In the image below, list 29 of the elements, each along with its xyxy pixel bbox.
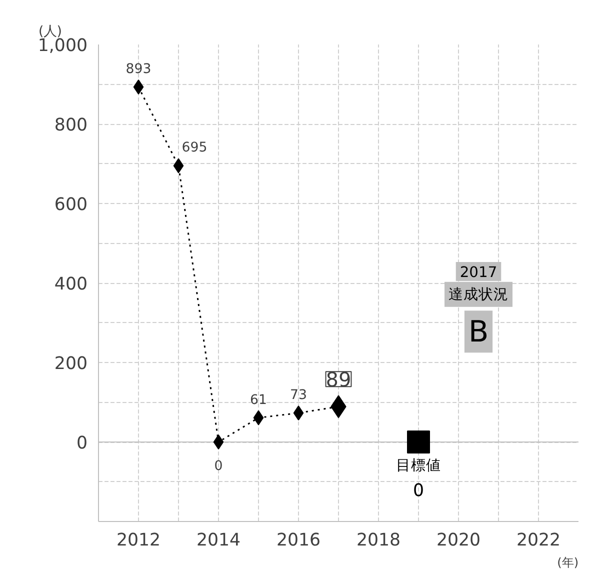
- data-label: 0: [412, 481, 424, 501]
- x-axis-title: (年): [557, 556, 579, 570]
- annotation: 達成状況: [448, 286, 508, 303]
- annotation: 2017: [460, 264, 498, 282]
- x-tick-label: 2018: [356, 530, 401, 550]
- point: [133, 80, 144, 95]
- x-tick-label: 2020: [436, 530, 481, 550]
- data-label: 61: [250, 392, 267, 408]
- x-tick-label: 2016: [276, 530, 321, 550]
- series-label: 目標値: [396, 457, 441, 474]
- point: [253, 410, 264, 426]
- y-tick-label: 800: [54, 116, 88, 136]
- point: [173, 158, 184, 174]
- data-label: 89: [326, 368, 352, 392]
- data-label: 0: [214, 459, 223, 474]
- annotation: B: [468, 314, 489, 349]
- point: [213, 434, 224, 450]
- data-label: 893: [126, 62, 152, 78]
- x-tick-label: 2012: [116, 530, 161, 550]
- data-label: 73: [290, 388, 307, 403]
- x-tick-label: 2022: [516, 530, 561, 550]
- y-tick-label: 0: [76, 434, 88, 454]
- y-tick-label: 200: [54, 354, 88, 374]
- point: [407, 430, 430, 454]
- y-tick-label: 600: [54, 195, 88, 215]
- data-label: 695: [182, 140, 208, 156]
- y-tick-label: 400: [54, 274, 88, 294]
- x-tick-label: 2014: [196, 530, 241, 550]
- point: [293, 405, 304, 420]
